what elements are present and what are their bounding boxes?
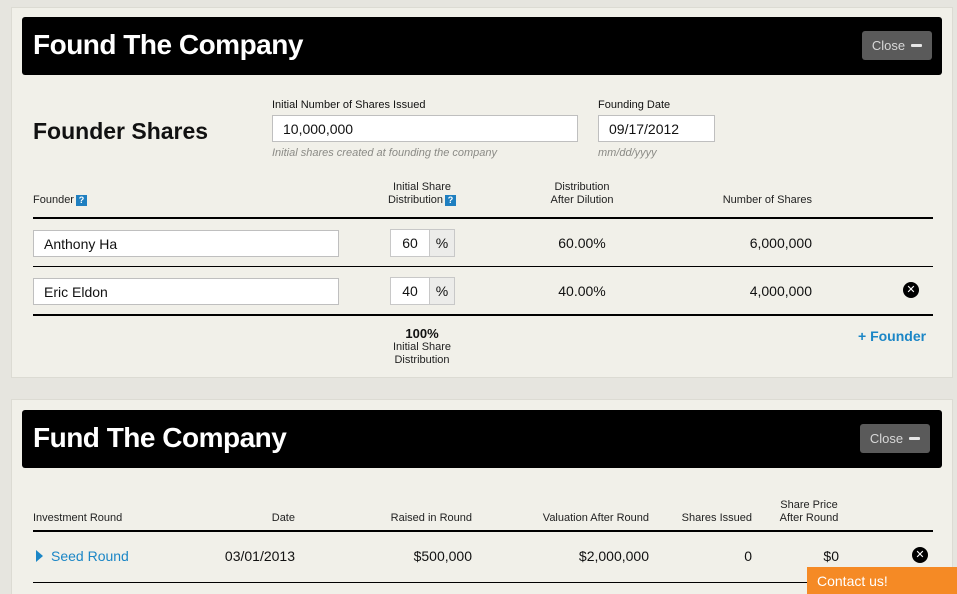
round-valuation: $2,000,000 <box>578 548 649 564</box>
add-founder-link[interactable]: + Founder <box>858 328 927 344</box>
round-name-link[interactable]: Seed Round <box>51 548 129 564</box>
number-of-shares-value: 4,000,000 <box>749 283 812 299</box>
round-share-price: $0 <box>823 548 839 564</box>
help-icon[interactable]: ? <box>75 194 87 206</box>
initial-distribution-header-line1: Initial Share <box>392 181 452 193</box>
found-company-panel: Found The Company Close Founder Shares I… <box>11 7 953 378</box>
minus-icon <box>911 44 923 47</box>
distribution-after-dilution-header: Distribution After Dilution <box>537 181 627 207</box>
percent-symbol: % <box>429 278 454 304</box>
contact-us-button[interactable]: Contact us! <box>807 567 957 594</box>
found-company-header: Found The Company Close <box>22 17 942 75</box>
total-label-line1: Initial Share <box>392 341 452 353</box>
round-date: 03/01/2013 <box>224 548 295 564</box>
initial-share-value[interactable]: 40 <box>402 283 418 299</box>
investment-round-header: Investment Round <box>33 512 123 524</box>
founding-date-input[interactable]: 09/17/2012 <box>598 115 715 142</box>
initial-share-input[interactable]: 40 % <box>390 277 455 305</box>
remove-founder-icon[interactable]: ✕ <box>903 282 919 298</box>
total-divider <box>33 314 933 316</box>
initial-share-input[interactable]: 60 % <box>390 229 455 257</box>
distribution-after-dilution-value: 60.00% <box>558 235 606 251</box>
share-price-header: Share Price After Round <box>769 499 849 525</box>
initial-shares-input[interactable]: 10,000,000 <box>272 115 578 142</box>
round-toggle[interactable]: Seed Round <box>36 548 129 564</box>
found-close-button[interactable]: Close <box>862 31 932 60</box>
founding-date-hint: mm/dd/yyyy <box>598 147 657 159</box>
initial-distribution-header: Initial Share Distribution? <box>382 181 462 207</box>
founder-name-input[interactable]: Eric Eldon <box>33 278 339 305</box>
initial-share-value[interactable]: 60 <box>402 235 418 251</box>
round-divider <box>33 582 933 583</box>
number-of-shares-value: 6,000,000 <box>749 235 812 251</box>
founder-header-label: Founder <box>33 194 74 206</box>
fund-company-panel: Fund The Company Close Investment Round … <box>11 399 953 594</box>
help-icon[interactable]: ? <box>445 194 457 206</box>
share-price-header-line2: After Round <box>779 512 839 524</box>
founder-column-header: Founder? <box>33 194 87 207</box>
rounds-header-divider <box>33 530 933 532</box>
fund-close-button[interactable]: Close <box>860 424 930 453</box>
shares-issued-header: Shares Issued <box>681 512 752 524</box>
distribution-after-dilution-value: 40.00% <box>558 283 606 299</box>
valuation-header: Valuation After Round <box>542 512 649 524</box>
raised-header: Raised in Round <box>390 512 472 524</box>
close-label: Close <box>869 431 904 446</box>
expand-triangle-icon[interactable] <box>36 550 43 562</box>
founder-shares-title: Founder Shares <box>33 118 209 144</box>
total-percent: 100% <box>405 326 439 341</box>
total-label-line2: Distribution <box>394 354 450 366</box>
fund-company-title: Fund The Company <box>33 422 287 453</box>
dist-header-line1: Distribution <box>554 181 610 193</box>
minus-icon <box>909 437 921 440</box>
founder-name-input[interactable]: Anthony Ha <box>33 230 339 257</box>
share-price-header-line1: Share Price <box>780 499 838 511</box>
round-shares-issued: 0 <box>744 548 752 564</box>
found-company-title: Found The Company <box>33 29 303 60</box>
number-of-shares-header: Number of Shares <box>722 194 812 206</box>
initial-shares-label: Initial Number of Shares Issued <box>272 99 426 111</box>
remove-round-icon[interactable]: ✕ <box>912 547 928 563</box>
date-header: Date <box>271 512 295 524</box>
initial-distribution-header-line2: Distribution <box>387 194 444 206</box>
round-raised: $500,000 <box>413 548 472 564</box>
fund-company-header: Fund The Company Close <box>22 410 942 468</box>
initial-shares-hint: Initial shares created at founding the c… <box>272 147 498 159</box>
row-divider <box>33 266 933 267</box>
total-distribution: 100% Initial Share Distribution <box>372 326 472 367</box>
founding-date-label: Founding Date <box>598 99 671 111</box>
dist-header-line2: After Dilution <box>550 194 614 206</box>
header-divider <box>33 217 933 219</box>
percent-symbol: % <box>429 230 454 256</box>
close-label: Close <box>871 38 906 53</box>
